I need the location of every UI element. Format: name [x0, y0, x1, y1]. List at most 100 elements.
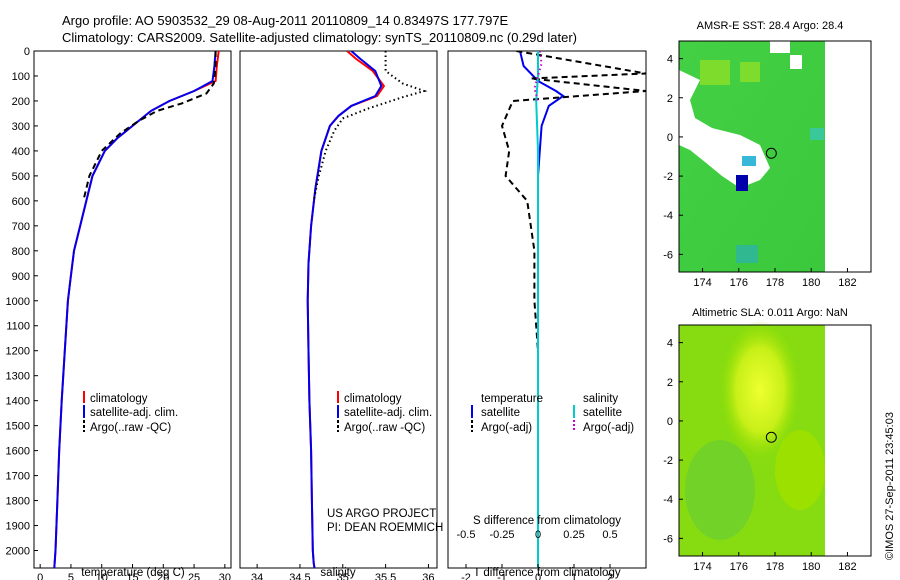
depth-tick-label: 1100: [6, 321, 30, 333]
x-tick-label: 0: [535, 572, 541, 580]
lat-tick-label: 2: [667, 93, 673, 105]
x-tick-label: 36: [422, 572, 434, 580]
series-argo-raw-qc: [312, 51, 428, 202]
lon-tick-label: 174: [693, 561, 711, 573]
sst-warm-patch: [700, 60, 730, 85]
depth-tick-label: 1400: [6, 396, 30, 408]
depth-tick-label: 1500: [6, 421, 30, 433]
x-tick-label: 34: [251, 572, 263, 580]
sst-cool-spot: [810, 128, 824, 140]
x-tick-label: 0: [37, 572, 43, 580]
x-tick-label: 20: [157, 572, 169, 580]
lon-tick-label: 180: [802, 561, 820, 573]
sst-missing-patch: [790, 55, 802, 69]
lat-tick-label: -6: [663, 533, 673, 545]
lat-tick-label: -4: [663, 210, 673, 222]
difference-plot: [500, 51, 646, 568]
sla-map-title: Altimetric SLA: 0.011 Argo: NaN: [692, 307, 848, 319]
depth-tick-label: 1700: [6, 471, 30, 483]
imos-timestamp-label: ©IMOS 27-Sep-2011 23:45:03: [884, 412, 896, 560]
sla-high-anomaly: [720, 320, 800, 460]
depth-tick-label: 700: [12, 221, 30, 233]
x-tick-label: 35: [337, 572, 349, 580]
temperature-plot: [53, 51, 220, 568]
sst-map: [678, 40, 872, 273]
legend-group-salinity: salinity: [583, 393, 618, 405]
top-tick-label: -0.25: [489, 529, 514, 541]
argo-position-marker: [765, 431, 777, 443]
legend-label-temp-argo: Argo(-adj): [481, 422, 532, 434]
lon-tick-label: 176: [730, 277, 748, 289]
depth-tick-label: 200: [12, 96, 30, 108]
legend-label-satellite: satellite-adj. clim.: [344, 407, 432, 419]
x-tick-label: -1: [497, 572, 507, 580]
salinity-legend: climatology satellite-adj. clim. Argo(..…: [337, 391, 432, 434]
lon-tick-label: 178: [766, 277, 784, 289]
x-tick-label: -2: [461, 572, 471, 580]
sst-warm-patch: [740, 62, 760, 82]
series-climatology: [53, 51, 220, 568]
temperature-x-ticks: 0 5 10 15 20 25 30: [37, 564, 231, 580]
sla-map-ticks: 174 176 178 180 182 4 2 0 -2 -4 -6: [663, 338, 856, 573]
depth-tick-label: 2000: [6, 546, 30, 558]
series-climatology: [306, 51, 386, 568]
header-line-2: Climatology: CARS2009. Satellite-adjuste…: [62, 30, 577, 45]
sst-map-ticks: 174 176 178 180 182 4 2 0 -2 -4 -6: [663, 54, 856, 289]
lat-tick-label: -2: [663, 171, 673, 183]
lat-tick-label: 0: [667, 416, 673, 428]
temperature-legend: climatology satellite-adj. clim. Argo(..…: [83, 391, 178, 434]
lat-tick-label: 4: [667, 54, 673, 66]
sst-cool-spot: [742, 156, 756, 166]
lat-tick-label: -6: [663, 249, 673, 261]
project-annotation: US ARGO PROJECT: [327, 508, 436, 520]
lon-tick-label: 174: [693, 277, 711, 289]
top-tick-label: 0.25: [563, 529, 584, 541]
series-temperature-argo-adj: [500, 51, 646, 351]
x-tick-label: 30: [219, 572, 231, 580]
legend-label-climatology: climatology: [90, 393, 148, 405]
x-tick-label: 10: [96, 572, 108, 580]
series-temperature-satellite: [519, 51, 565, 568]
legend-label-sal-satellite: satellite: [583, 407, 622, 419]
legend-label-argo: Argo(..raw -QC): [344, 422, 425, 434]
lat-tick-label: -2: [663, 455, 673, 467]
depth-tick-label: 900: [12, 271, 30, 283]
legend-label-sal-argo: Argo(-adj): [583, 422, 634, 434]
x-tick-label: 34.5: [289, 572, 310, 580]
salinity-plot: [306, 51, 428, 568]
lat-tick-label: 0: [667, 132, 673, 144]
series-satellite-adj-clim: [53, 51, 217, 568]
x-tick-label: 25: [188, 572, 200, 580]
sst-cold-spot: [736, 175, 748, 191]
depth-tick-label: 1900: [6, 521, 30, 533]
lon-tick-label: 182: [838, 561, 856, 573]
depth-tick-label: 800: [12, 246, 30, 258]
difference-legend: temperature salinity satellite Argo(-adj…: [471, 393, 634, 434]
x-tick-label: 2: [607, 572, 613, 580]
difference-top-label: S difference from climatology: [473, 515, 621, 527]
lat-tick-label: 2: [667, 377, 673, 389]
legend-label-climatology: climatology: [344, 393, 402, 405]
depth-tick-label: 1200: [6, 346, 30, 358]
series-argo-raw-qc: [82, 51, 217, 202]
depth-tick-label: 400: [12, 146, 30, 158]
sla-low-anomaly: [685, 440, 755, 540]
depth-tick-label: 1800: [6, 496, 30, 508]
difference-x-label: T difference from climatology: [473, 567, 620, 579]
sla-map: [678, 320, 872, 557]
series-satellite-adj-clim: [306, 51, 383, 568]
x-tick-label: 35.5: [375, 572, 396, 580]
temperature-x-label: temperature (deg C): [81, 567, 185, 579]
depth-tick-label: 300: [12, 121, 30, 133]
sla-anomaly: [775, 430, 825, 510]
lon-tick-label: 180: [802, 277, 820, 289]
header-line-1: Argo profile: AO 5903532_29 08-Aug-2011 …: [62, 13, 509, 28]
lat-tick-label: 4: [667, 338, 673, 350]
legend-label-satellite: satellite-adj. clim.: [90, 407, 178, 419]
salinity-plot-frame: [239, 50, 438, 569]
depth-tick-label: 1000: [6, 296, 30, 308]
difference-x-ticks: -2 -1 0 1 2 -0.5 -0.25 0 0.25 0.5: [457, 529, 618, 580]
depth-tick-label: 1300: [6, 371, 30, 383]
lon-tick-label: 178: [766, 561, 784, 573]
